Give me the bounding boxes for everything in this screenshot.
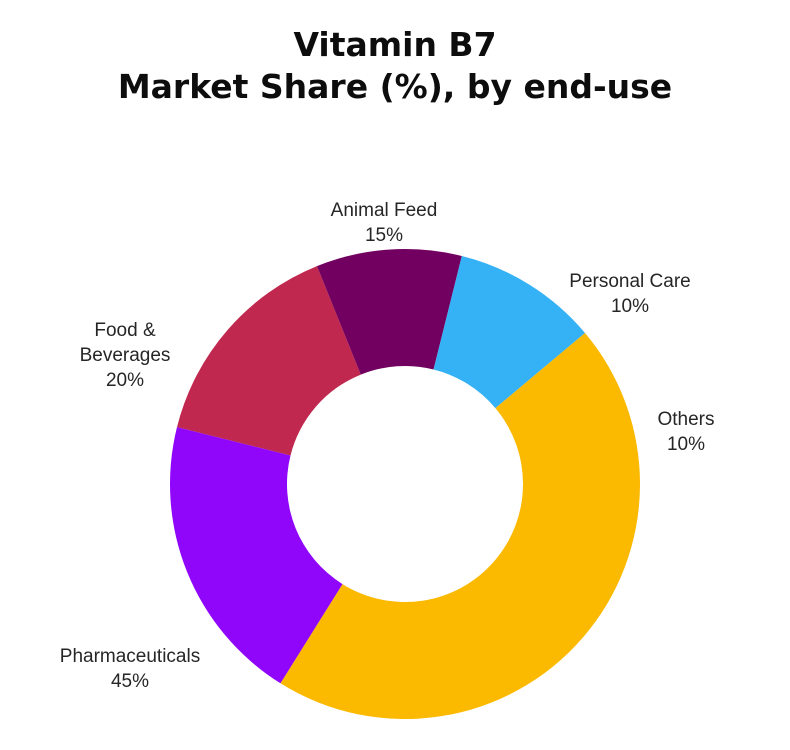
chart-title-line-2: Market Share (%), by end-use bbox=[117, 67, 673, 106]
slice-label: Animal Feed 15% bbox=[331, 200, 438, 246]
slice-value-label: 10% bbox=[611, 296, 649, 317]
donut-slice bbox=[280, 332, 640, 719]
slice-name-label: Animal Feed bbox=[331, 200, 438, 221]
donut-slice bbox=[433, 255, 586, 409]
donut-slice bbox=[316, 248, 462, 375]
donut-slice bbox=[176, 266, 361, 456]
slice-label: Personal Care 10% bbox=[569, 271, 690, 317]
chart-title: Vitamin B7 Market Share (%), by end-use bbox=[0, 24, 790, 108]
slice-value-label: 20% bbox=[106, 370, 144, 391]
slice-value-label: 10% bbox=[667, 434, 705, 455]
donut-slice bbox=[169, 427, 343, 684]
slice-name-label: Others bbox=[657, 409, 714, 430]
slice-name-label: Personal Care bbox=[569, 271, 690, 292]
slice-label: Food & Beverages 20% bbox=[80, 320, 171, 391]
chart-title-line-1: Vitamin B7 bbox=[293, 25, 497, 64]
slice-value-label: 15% bbox=[365, 225, 403, 246]
slice-label: Others 10% bbox=[657, 409, 714, 455]
slice-label: Pharmaceuticals 45% bbox=[60, 646, 200, 692]
slice-value-label: 45% bbox=[111, 671, 149, 692]
slice-name-label: Beverages bbox=[80, 345, 171, 366]
slice-name-label: Pharmaceuticals bbox=[60, 646, 200, 667]
slice-name-label: Food & bbox=[94, 320, 156, 341]
